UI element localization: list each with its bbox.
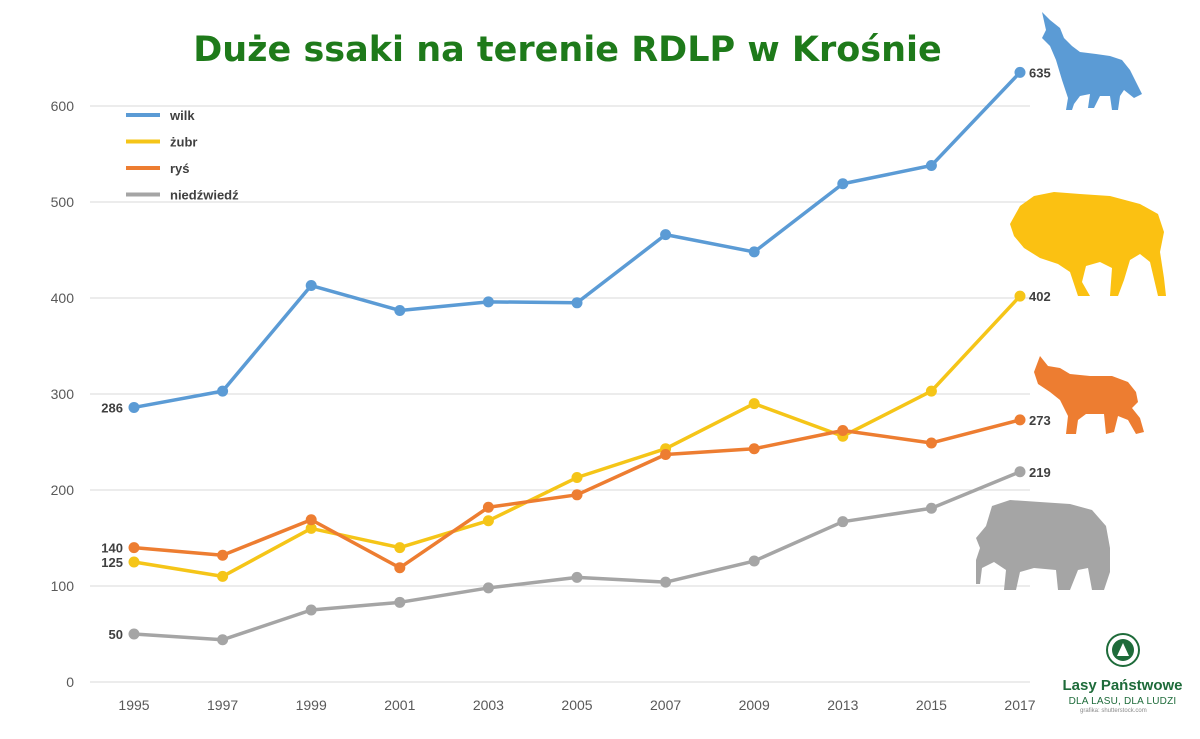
y-tick-label-300: 300: [51, 386, 75, 402]
point-ryś-2003: [482, 501, 494, 513]
grid-lines: [90, 105, 1030, 683]
data-labels: 286 635 125 402 140 273 50 219: [101, 65, 1050, 642]
point-wilk-2001: [394, 304, 406, 316]
bear-icon: [976, 500, 1110, 590]
x-tick-label-2005: 2005: [561, 697, 592, 713]
point-wilk-2005: [571, 297, 583, 309]
y-tick-label-400: 400: [51, 290, 75, 306]
x-tick-label-2017: 2017: [1004, 697, 1035, 713]
y-tick-label-100: 100: [51, 578, 75, 594]
lasy-panstwowe-logo: Lasy Państwowe DLA LASU, DLA LUDZI: [1055, 632, 1190, 707]
point-wilk-1997: [217, 385, 229, 397]
point-żubr-1997: [217, 570, 229, 582]
x-tick-label-2015: 2015: [916, 697, 947, 713]
legend-label-wilk: wilk: [169, 108, 195, 123]
image-credit: grafika: shutterstock.com: [1080, 708, 1147, 714]
point-wilk-2009: [748, 246, 760, 258]
point-wilk-2007: [660, 229, 672, 241]
point-ryś-2007: [660, 448, 672, 460]
legend-label-ryś: ryś: [170, 161, 190, 176]
y-tick-label-0: 0: [66, 674, 74, 690]
point-ryś-1995: [128, 542, 140, 554]
point-wilk-1999: [305, 280, 317, 292]
point-ryś-2009: [748, 443, 760, 455]
legend-label-niedźwiedź: niedźwiedź: [170, 188, 239, 203]
series-ryś: [128, 414, 1026, 574]
point-żubr-1995: [128, 556, 140, 568]
point-ryś-2001: [394, 562, 406, 574]
legend-label-żubr: żubr: [170, 135, 197, 150]
x-tick-label-1995: 1995: [118, 697, 149, 713]
y-axis: 0 100 200 300 400 500 600: [51, 98, 75, 690]
point-niedźwiedź-1997: [217, 634, 229, 646]
bison-icon: [1010, 192, 1166, 296]
data-label-wilk-1995: 286: [101, 400, 123, 415]
point-niedźwiedź-2001: [394, 596, 406, 608]
point-niedźwiedź-2013: [837, 516, 849, 528]
point-wilk-2015: [925, 160, 937, 172]
x-tick-label-2013: 2013: [827, 697, 858, 713]
point-niedźwiedź-2009: [748, 555, 760, 567]
point-wilk-2003: [482, 296, 494, 308]
y-tick-label-500: 500: [51, 194, 75, 210]
series-line-wilk: [133, 71, 1022, 410]
point-żubr-2001: [394, 542, 406, 554]
point-niedźwiedź-1995: [128, 628, 140, 640]
y-tick-label-200: 200: [51, 482, 75, 498]
point-wilk-2013: [837, 178, 849, 190]
point-niedźwiedź-2007: [660, 576, 672, 588]
lynx-icon: [1034, 356, 1144, 434]
data-label-żubr-1995: 125: [101, 555, 123, 570]
x-tick-label-2009: 2009: [739, 697, 770, 713]
x-tick-label-2007: 2007: [650, 697, 681, 713]
point-wilk-1995: [128, 401, 140, 413]
point-niedźwiedź-2017: [1014, 466, 1026, 478]
x-axis: 1995 1997 1999 2001 2003 2005 2007 2009 2013 2015…: [118, 697, 1035, 713]
point-żubr-1999: [305, 522, 317, 534]
point-żubr-2009: [748, 398, 760, 410]
series-lines: [128, 66, 1026, 646]
data-label-niedźwiedź-1995: 50: [109, 627, 123, 642]
x-tick-label-1997: 1997: [207, 697, 238, 713]
point-żubr-2017: [1014, 290, 1026, 302]
x-tick-label-2001: 2001: [384, 697, 415, 713]
y-tick-label-600: 600: [51, 98, 75, 114]
legend: wilk żubr ryś niedźwiedź: [126, 108, 239, 203]
point-żubr-2015: [925, 385, 937, 397]
point-niedźwiedź-1999: [305, 604, 317, 616]
point-wilk-2017: [1014, 66, 1026, 78]
point-ryś-2017: [1014, 414, 1026, 426]
point-ryś-2013: [837, 424, 849, 436]
point-ryś-2015: [925, 437, 937, 449]
wolf-icon: [1042, 12, 1142, 110]
chart-title: Duże ssaki na terenie RDLP w Krośnie: [193, 30, 942, 70]
logo-emblem-icon: [1105, 633, 1140, 667]
logo-brand: Lasy Państwowe: [1062, 677, 1183, 694]
data-label-wilk-2017: 635: [1029, 65, 1051, 80]
series-niedźwiedź: [128, 466, 1026, 646]
point-żubr-2003: [482, 515, 494, 527]
point-ryś-1997: [217, 549, 229, 561]
logo-tagline: DLA LASU, DLA LUDZI: [1068, 696, 1177, 707]
series-żubr: [128, 290, 1026, 582]
data-label-ryś-1995: 140: [101, 541, 123, 556]
data-label-ryś-2017: 273: [1029, 413, 1051, 428]
point-żubr-2005: [571, 472, 583, 484]
point-ryś-1999: [305, 514, 317, 526]
point-niedźwiedź-2015: [925, 502, 937, 514]
x-tick-label-1999: 1999: [296, 697, 327, 713]
point-niedźwiedź-2005: [571, 571, 583, 583]
series-wilk: [128, 66, 1026, 413]
data-label-żubr-2017: 402: [1029, 289, 1051, 304]
x-tick-label-2003: 2003: [473, 697, 504, 713]
data-label-niedźwiedź-2017: 219: [1029, 465, 1051, 480]
point-ryś-2005: [571, 489, 583, 501]
point-niedźwiedź-2003: [482, 582, 494, 594]
